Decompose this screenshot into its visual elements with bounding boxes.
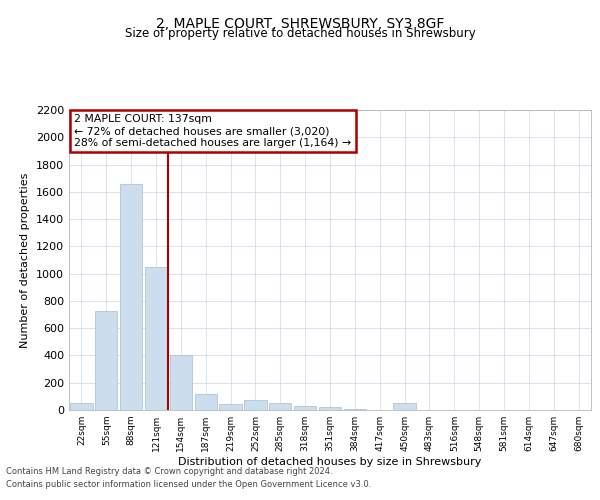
- Text: Contains HM Land Registry data © Crown copyright and database right 2024.: Contains HM Land Registry data © Crown c…: [6, 468, 332, 476]
- Bar: [95, 312, 118, 410]
- Bar: [244, 400, 266, 410]
- Text: Size of property relative to detached houses in Shrewsbury: Size of property relative to detached ho…: [125, 28, 475, 40]
- Bar: [319, 408, 341, 410]
- Bar: [269, 403, 292, 410]
- Bar: [170, 356, 192, 410]
- X-axis label: Distribution of detached houses by size in Shrewsbury: Distribution of detached houses by size …: [178, 457, 482, 467]
- Text: Contains public sector information licensed under the Open Government Licence v3: Contains public sector information licen…: [6, 480, 371, 489]
- Bar: [194, 394, 217, 410]
- Bar: [394, 403, 416, 410]
- Text: 2, MAPLE COURT, SHREWSBURY, SY3 8GF: 2, MAPLE COURT, SHREWSBURY, SY3 8GF: [156, 18, 444, 32]
- Y-axis label: Number of detached properties: Number of detached properties: [20, 172, 31, 348]
- Bar: [70, 403, 92, 410]
- Bar: [120, 184, 142, 410]
- Bar: [220, 404, 242, 410]
- Text: 2 MAPLE COURT: 137sqm
← 72% of detached houses are smaller (3,020)
28% of semi-d: 2 MAPLE COURT: 137sqm ← 72% of detached …: [74, 114, 352, 148]
- Bar: [294, 406, 316, 410]
- Bar: [145, 267, 167, 410]
